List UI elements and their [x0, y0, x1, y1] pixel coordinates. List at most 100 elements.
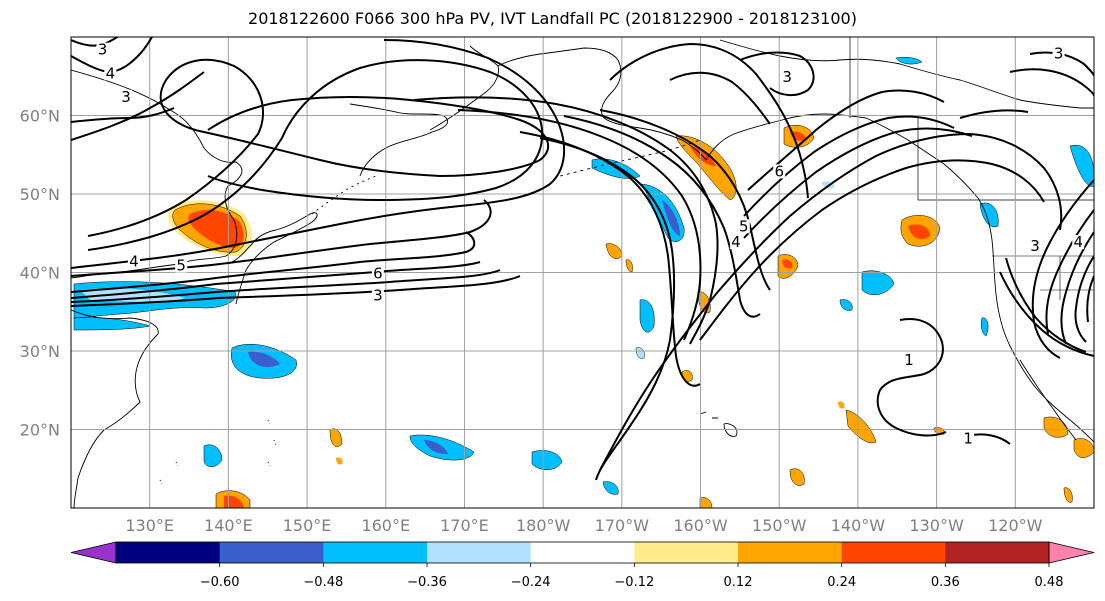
contour-5-north — [743, 115, 955, 217]
contour-east-trough-a — [1031, 179, 1094, 359]
contour-4-northwest — [71, 37, 153, 74]
gridlines — [71, 37, 1094, 508]
lon-label-4: 170°E — [440, 516, 489, 535]
colorbar-tick-labels: −0.60 −0.48 −0.36 −0.24 −0.12 0.12 0.24 0.36 0.4… — [200, 563, 1064, 590]
colorbar-bin-7 — [738, 542, 843, 563]
colorbar-extend-high — [1048, 541, 1095, 564]
lon-label-2: 150°E — [283, 516, 332, 535]
contour-label-halo-2 — [120, 89, 133, 104]
contour-label-14: 4 — [1073, 233, 1083, 251]
north-america-coastline — [865, 117, 1094, 443]
contour-jet-d — [519, 131, 701, 387]
contour-label-halo-11 — [903, 352, 916, 367]
contour-3-northeast — [1029, 51, 1094, 77]
contour-6 — [71, 231, 476, 293]
lat-label-1: 50°N — [20, 185, 60, 204]
contour-label-halo-0 — [96, 42, 109, 57]
contour-label-3: 5 — [176, 257, 186, 275]
lon-label-8: 150°W — [752, 516, 807, 535]
lon-label-1: 140°E — [204, 516, 253, 535]
lat-label-3: 30°N — [20, 342, 60, 361]
contour-label-halo-9 — [737, 219, 750, 234]
contour-label-12: 1 — [963, 429, 973, 447]
contour-label-7: 3 — [782, 68, 792, 86]
contour-ring-c — [71, 39, 566, 269]
contour-4-northeast — [1009, 68, 1094, 97]
contour-outer-west — [71, 71, 205, 141]
contour-ring-d — [71, 199, 492, 277]
colorbar-bin-2 — [219, 542, 324, 563]
contour-jet-b — [457, 109, 702, 341]
contour-label-1: 4 — [106, 64, 116, 82]
contour-east-b — [699, 159, 1045, 341]
contour-3-main — [71, 275, 521, 307]
contour-label-halo-3 — [175, 258, 188, 273]
aleutian-islands — [559, 139, 701, 177]
contour-label-halo-7 — [781, 70, 794, 85]
colorbar-tick-label-8: 0.48 — [1035, 575, 1064, 590]
baja-coastline — [1019, 359, 1077, 441]
contour-label-halo-14 — [1072, 235, 1085, 250]
contour-label-5: 6 — [373, 264, 383, 282]
contour-label-halo-12 — [962, 431, 975, 446]
contour-label-halo-13 — [1028, 238, 1041, 253]
contour-label-13: 3 — [1030, 237, 1040, 255]
contour-ring-b — [87, 59, 544, 251]
colorbar-bin-3 — [323, 542, 428, 563]
lon-label-7: 160°W — [673, 516, 728, 535]
colorbar-outline — [115, 541, 1050, 564]
alaska-coastline — [639, 113, 867, 161]
contour-label-halo-15 — [1052, 46, 1065, 61]
contour-east-trough-b — [1045, 209, 1094, 335]
colorbar — [70, 541, 1095, 564]
lon-label-3: 160°E — [361, 516, 410, 535]
asia-coastline-south — [71, 309, 159, 508]
kamchatka-coastline — [349, 103, 448, 177]
longitude-labels: 130°E 140°E 150°E 160°E 170°E 180°W 170°W 160°W… — [125, 516, 1042, 535]
contour-jet-c — [539, 137, 676, 481]
lon-label-9: 140°W — [831, 516, 886, 535]
contour-label-halo-4 — [127, 254, 140, 269]
contour-jet-e — [563, 115, 761, 318]
colorbar-bin-6 — [634, 542, 739, 563]
contour-label-halo-10 — [729, 235, 742, 250]
contour-east-trough-f — [1005, 257, 1087, 353]
pv-contours — [71, 37, 1094, 481]
contour-label-8: 6 — [774, 162, 784, 180]
contour-jet-a — [413, 96, 719, 345]
lon-label-11: 120°W — [988, 516, 1043, 535]
figure-title: 2018122600 F066 300 hPa PV, IVT Landfall… — [248, 9, 857, 28]
lon-label-10: 130°W — [909, 516, 964, 535]
canada-border — [849, 37, 1094, 201]
contour-label-halo-8 — [773, 164, 786, 179]
lon-label-0: 130°E — [125, 516, 174, 535]
contour-ring-a — [87, 58, 550, 237]
colorbar-bin-9 — [945, 542, 1050, 563]
contour-label-15: 3 — [1054, 45, 1064, 63]
contour-label-halo-1 — [104, 66, 117, 81]
colorbar-tick-label-2: −0.36 — [407, 575, 447, 590]
contour-label-9: 5 — [739, 217, 749, 235]
contour-east-a — [599, 132, 1063, 471]
lat-label-2: 40°N — [20, 264, 60, 283]
contour-label-6: 3 — [373, 286, 383, 304]
contour-label-11: 1 — [904, 351, 914, 369]
contour-4 — [71, 269, 501, 303]
colorbar-bin-1 — [116, 542, 221, 563]
colorbar-tick-label-0: −0.60 — [200, 575, 240, 590]
lat-label-4: 20°N — [20, 421, 60, 440]
contour-4-north — [743, 127, 973, 239]
contour-ridge-b — [669, 71, 771, 125]
contour-east-trough-d — [1074, 255, 1094, 343]
contour-east-trough-g — [999, 271, 1094, 357]
colorbar-tick-label-6: 0.24 — [827, 575, 856, 590]
colorbar-tick-label-7: 0.36 — [931, 575, 960, 590]
contour-label-4: 4 — [129, 253, 139, 271]
colorbar-bin-5 — [530, 542, 635, 563]
arctic-coastline — [719, 39, 1094, 109]
contour-label-halo-5 — [371, 266, 384, 281]
contour-3-north — [739, 51, 815, 96]
contour-label-0: 3 — [98, 41, 108, 59]
